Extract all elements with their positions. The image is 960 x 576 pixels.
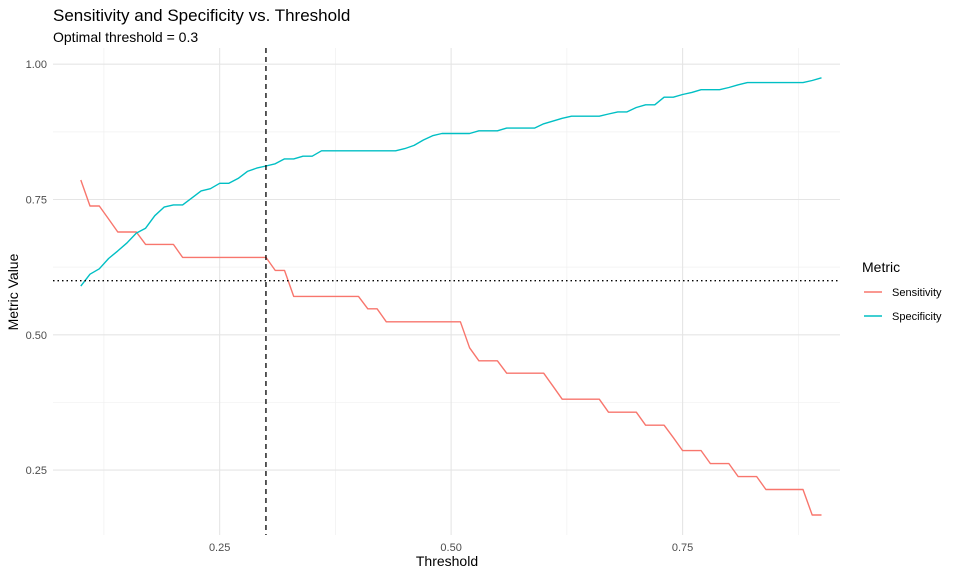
series-line-sensitivity [80, 179, 822, 516]
y-axis-title: Metric Value [5, 253, 21, 330]
grid-minor [53, 48, 840, 535]
x-tick-label: 0.50 [440, 542, 461, 554]
y-tick-label: 0.25 [26, 465, 47, 477]
legend-label-sensitivity: Sensitivity [892, 287, 942, 299]
x-axis-ticks: 0.25 0.50 0.75 [209, 542, 693, 554]
y-axis-ticks: 0.25 0.50 0.75 1.00 [26, 59, 47, 477]
chart-subtitle: Optimal threshold = 0.3 [53, 29, 198, 45]
series-line-specificity [80, 77, 822, 287]
reference-lines [53, 48, 840, 535]
x-axis-title: Threshold [416, 553, 478, 569]
legend: Metric Sensitivity Specificity [862, 259, 942, 323]
legend-title: Metric [862, 259, 900, 275]
chart-title: Sensitivity and Specificity vs. Threshol… [53, 6, 350, 25]
y-tick-label: 0.50 [26, 330, 47, 342]
x-tick-label: 0.25 [209, 542, 230, 554]
y-tick-label: 0.75 [26, 195, 47, 207]
y-tick-label: 1.00 [26, 59, 47, 71]
series-layer [80, 77, 822, 516]
x-tick-label: 0.75 [672, 542, 693, 554]
legend-label-specificity: Specificity [892, 311, 942, 323]
grid-major [53, 48, 840, 535]
